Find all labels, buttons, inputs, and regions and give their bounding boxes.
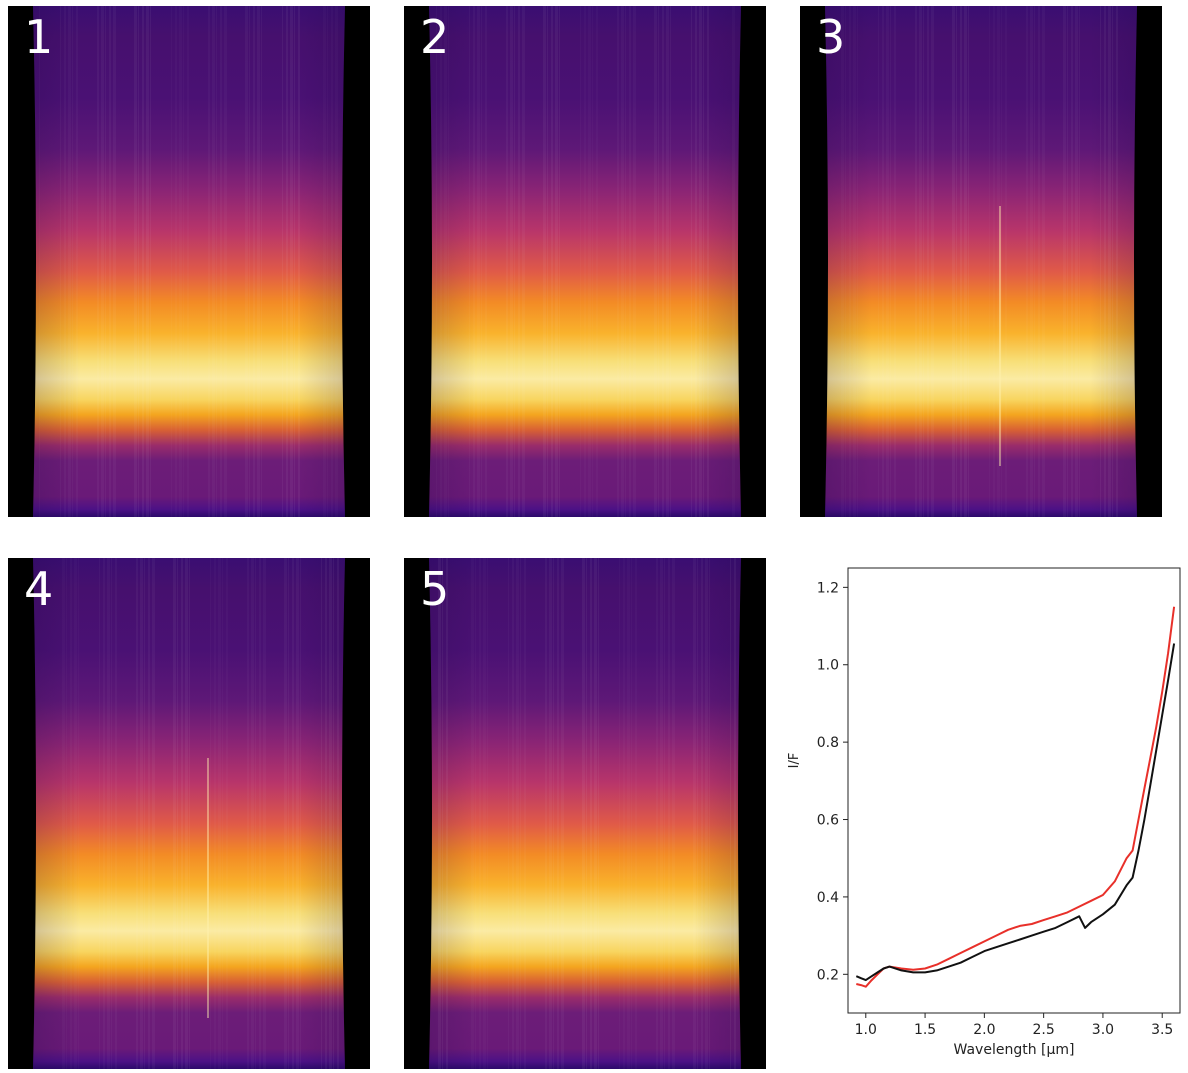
panel-number-3: 3 (816, 10, 846, 64)
spectrum-chart-svg: 1.0 1.5 2.0 2.5 3.0 3.5 0.2 0.4 0.6 0.8 1.0 1.2 Wave… (787, 567, 1181, 1058)
x-tick-label: 1.0 (855, 1022, 877, 1038)
y-tick-label: 0.4 (817, 890, 839, 906)
x-tick-label: 3.0 (1092, 1022, 1114, 1038)
spectral-image-5 (404, 558, 766, 1069)
panel-number-1: 1 (24, 10, 54, 64)
spectral-image-1 (8, 6, 370, 517)
x-tick-label: 3.5 (1151, 1022, 1173, 1038)
y-axis-label: I/F (787, 753, 802, 769)
spectral-panel-3: 3 (800, 6, 1162, 517)
y-tick-label: 0.8 (817, 735, 839, 751)
spectral-panel-5: 5 (404, 558, 766, 1069)
series-line-1 (856, 606, 1176, 988)
x-tick-label: 2.5 (1033, 1022, 1055, 1038)
y-tick-label: 1.2 (817, 580, 839, 596)
spectral-panel-1: 1 (8, 6, 370, 517)
spectral-image-2 (404, 6, 766, 517)
panel-number-5: 5 (420, 562, 450, 616)
y-tick-label: 0.6 (817, 813, 839, 829)
panel-number-4: 4 (24, 562, 54, 616)
spectral-panel-4: 4 (8, 558, 370, 1069)
panel-number-2: 2 (420, 10, 450, 64)
y-tick-label: 0.2 (817, 967, 839, 983)
x-tick-label: 1.5 (914, 1022, 936, 1038)
y-tick-label: 1.0 (817, 658, 839, 674)
spectrum-chart: 1.0 1.5 2.0 2.5 3.0 3.5 0.2 0.4 0.6 0.8 1.0 1.2 Wave… (760, 548, 1188, 1069)
series-line-2 (855, 643, 1176, 982)
x-axis-label: Wavelength [µm] (954, 1042, 1075, 1058)
x-tick-label: 2.0 (973, 1022, 995, 1038)
spectral-image-3 (800, 6, 1162, 517)
spectral-image-4 (8, 558, 370, 1069)
spectral-panel-2: 2 (404, 6, 766, 517)
